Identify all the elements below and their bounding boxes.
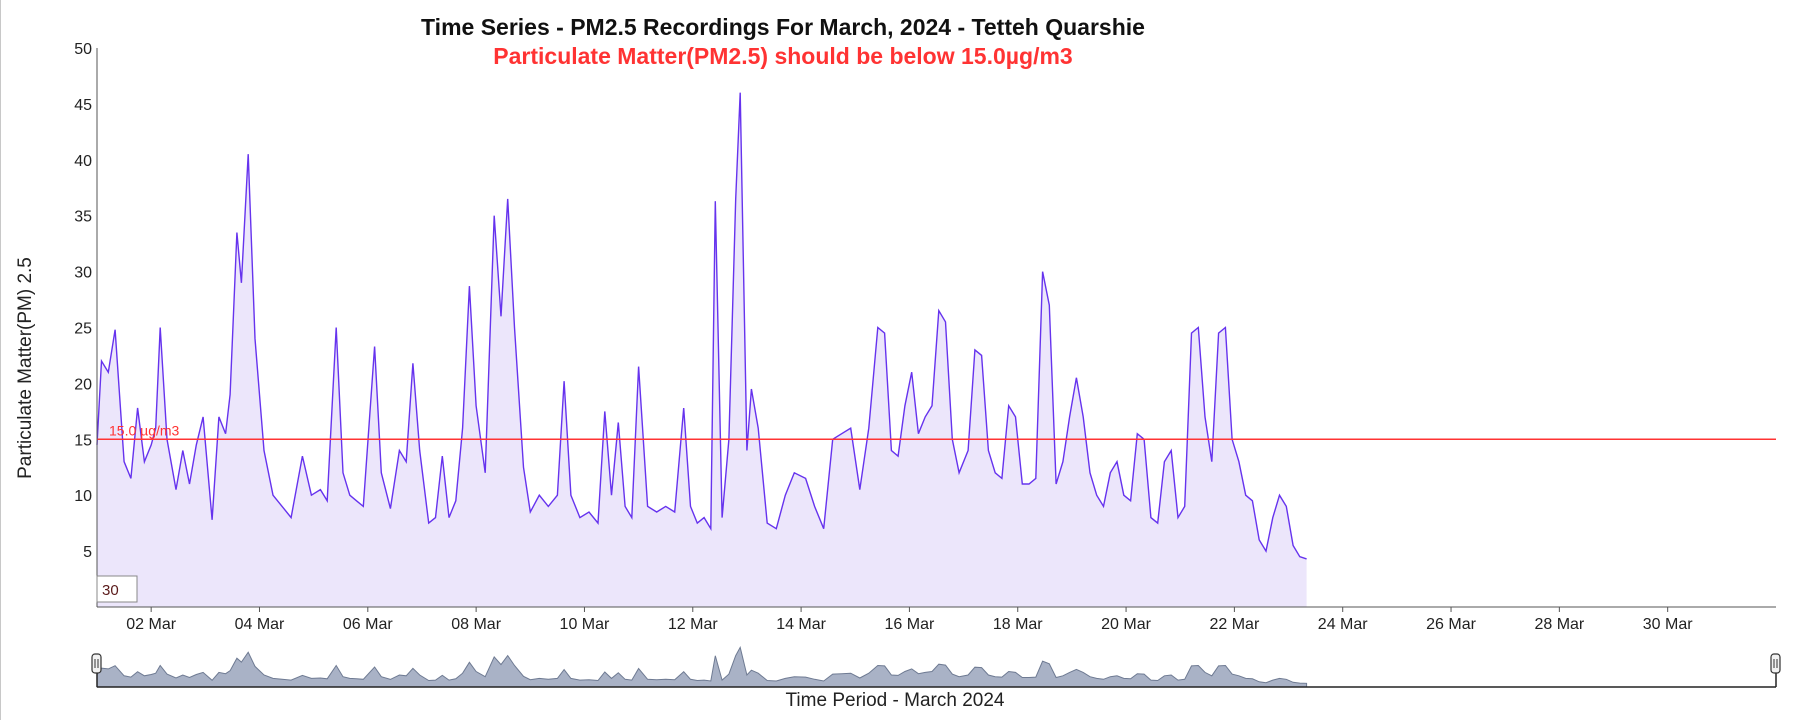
y-tick-label: 30 (74, 265, 92, 282)
x-axis-title: Time Period - March 2024 (786, 690, 1005, 711)
y-tick-label: 5 (83, 544, 92, 561)
x-tick-label: 22 Mar (1209, 616, 1259, 633)
x-tick-label: 10 Mar (560, 616, 610, 633)
y-tick-label: 45 (74, 97, 92, 114)
x-axis: 02 Mar 04 Mar 06 Mar 08 Mar 10 Mar 12 Mar 14 M… (126, 607, 1693, 633)
pm25-area-fill (97, 92, 1307, 607)
x-tick-label: 26 Mar (1426, 616, 1476, 633)
navigator: Time Period - March 2024 (91, 646, 1781, 711)
navigator-left-handle[interactable] (91, 653, 102, 674)
navigator-area (96, 646, 1308, 688)
x-tick-label: 08 Mar (451, 616, 501, 633)
chart-subtitle: Particulate Matter(PM2.5) should be belo… (493, 43, 1072, 69)
x-tick-label: 02 Mar (126, 616, 176, 633)
y-tick-label: 10 (74, 488, 92, 505)
y-tick-label: 20 (74, 376, 92, 393)
y-tick-label: 35 (74, 209, 92, 226)
x-tick-label: 18 Mar (993, 616, 1043, 633)
y-tick-label: 15 (74, 432, 92, 449)
pm25-series-line (96, 92, 1307, 560)
smoothing-window-value: 30 (102, 582, 119, 599)
page-left-border (0, 0, 1, 720)
navigator-right-handle[interactable] (1770, 653, 1781, 674)
chart-title: Time Series - PM2.5 Recordings For March… (421, 14, 1145, 40)
x-tick-label: 12 Mar (668, 616, 718, 633)
y-tick-label: 50 (74, 41, 92, 58)
smoothing-window-input[interactable]: 30 (96, 575, 138, 603)
x-tick-label: 16 Mar (885, 616, 935, 633)
x-tick-label: 04 Mar (235, 616, 285, 633)
x-tick-label: 30 Mar (1643, 616, 1693, 633)
y-axis-title: Particulate Matter(PM) 2.5 (15, 257, 36, 479)
x-tick-label: 24 Mar (1318, 616, 1368, 633)
x-tick-label: 28 Mar (1534, 616, 1584, 633)
x-tick-label: 20 Mar (1101, 616, 1151, 633)
y-axis: 5 10 15 20 25 30 35 40 45 50 (74, 41, 92, 561)
x-tick-label: 06 Mar (343, 616, 393, 633)
x-tick-label: 14 Mar (776, 616, 826, 633)
y-tick-label: 40 (74, 153, 92, 170)
y-tick-label: 25 (74, 321, 92, 338)
threshold-label: 15.0 µg/m3 (109, 422, 180, 438)
